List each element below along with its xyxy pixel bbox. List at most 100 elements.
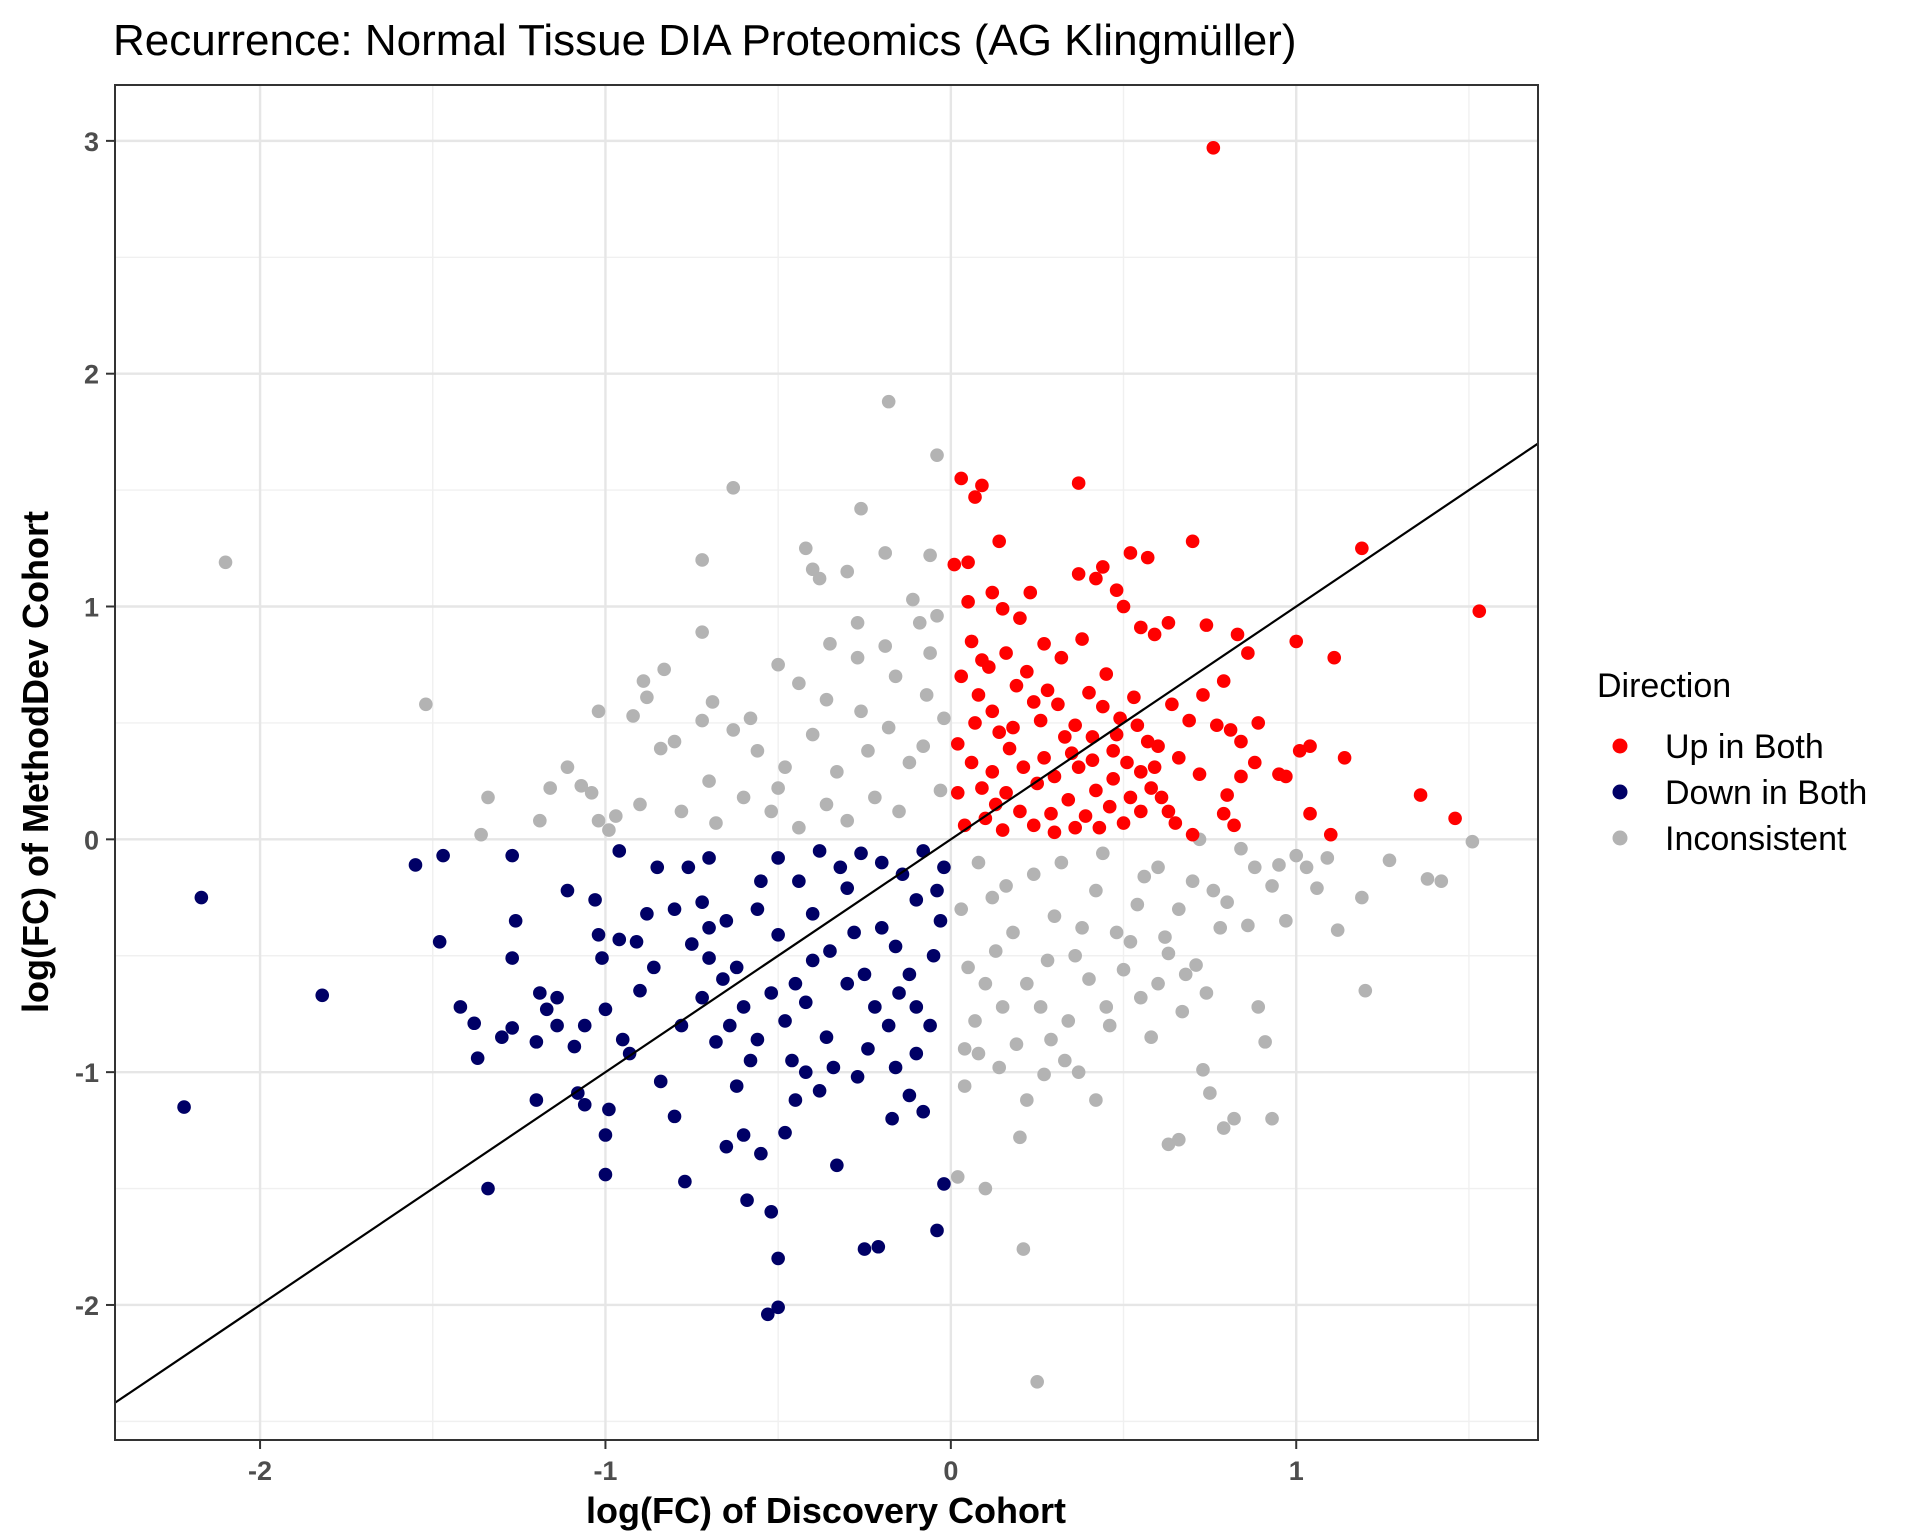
point-inconsistent bbox=[1258, 1035, 1272, 1049]
x-tick-label: -1 bbox=[593, 1456, 617, 1486]
y-tick-label: 0 bbox=[84, 825, 99, 855]
point-inconsistent bbox=[854, 704, 868, 719]
point-inconsistent bbox=[912, 616, 927, 630]
point-inconsistent bbox=[985, 890, 1000, 905]
point-up-in-both bbox=[1082, 685, 1096, 700]
point-inconsistent bbox=[1220, 895, 1234, 909]
point-up-in-both bbox=[1199, 618, 1214, 632]
point-inconsistent bbox=[1061, 1014, 1076, 1028]
point-down-in-both bbox=[874, 855, 889, 870]
point-inconsistent bbox=[1151, 860, 1165, 875]
point-inconsistent bbox=[792, 820, 806, 835]
point-up-in-both bbox=[1223, 723, 1238, 737]
point-up-in-both bbox=[1106, 771, 1120, 786]
point-inconsistent bbox=[653, 741, 668, 756]
y-axis-title: log(FC) of MethodDev Cohort bbox=[15, 511, 56, 1013]
point-up-in-both bbox=[954, 669, 969, 684]
point-inconsistent bbox=[481, 790, 495, 805]
point-down-in-both bbox=[785, 1053, 799, 1068]
point-inconsistent bbox=[1089, 1093, 1103, 1107]
point-down-in-both bbox=[719, 1139, 734, 1154]
point-inconsistent bbox=[1299, 860, 1314, 875]
point-inconsistent bbox=[957, 1042, 972, 1056]
point-inconsistent bbox=[1320, 851, 1335, 865]
point-inconsistent bbox=[1144, 1030, 1158, 1045]
data-points bbox=[177, 141, 1487, 1389]
point-inconsistent bbox=[705, 695, 720, 709]
point-up-in-both bbox=[1116, 816, 1131, 830]
point-up-in-both bbox=[1220, 788, 1234, 802]
point-down-in-both bbox=[933, 914, 948, 928]
point-down-in-both bbox=[481, 1181, 495, 1196]
point-up-in-both bbox=[1165, 697, 1179, 712]
point-up-in-both bbox=[1013, 611, 1027, 625]
point-inconsistent bbox=[1355, 890, 1369, 905]
point-inconsistent bbox=[995, 1000, 1010, 1014]
point-inconsistent bbox=[840, 564, 855, 579]
point-up-in-both bbox=[1099, 667, 1114, 681]
point-inconsistent bbox=[961, 960, 975, 975]
point-inconsistent bbox=[695, 553, 709, 567]
point-up-in-both bbox=[985, 765, 1000, 779]
point-up-in-both bbox=[1151, 739, 1165, 754]
point-inconsistent bbox=[819, 692, 834, 707]
point-up-in-both bbox=[1089, 571, 1103, 586]
point-down-in-both bbox=[709, 1035, 723, 1049]
point-up-in-both bbox=[971, 688, 986, 702]
point-inconsistent bbox=[1171, 902, 1186, 916]
point-down-in-both bbox=[840, 881, 855, 896]
point-inconsistent bbox=[957, 1079, 972, 1093]
point-up-in-both bbox=[1040, 683, 1055, 698]
point-up-in-both bbox=[1026, 818, 1041, 833]
point-inconsistent bbox=[823, 636, 837, 651]
point-up-in-both bbox=[1037, 751, 1051, 765]
point-up-in-both bbox=[1009, 678, 1024, 693]
point-down-in-both bbox=[930, 1223, 944, 1238]
minor-gridlines bbox=[115, 85, 1538, 1440]
legend-entries: Up in Both Down in Both Inconsistent bbox=[1612, 728, 1867, 858]
point-inconsistent bbox=[1137, 869, 1152, 884]
point-up-in-both bbox=[1071, 760, 1086, 774]
point-inconsistent bbox=[1227, 1111, 1241, 1126]
point-inconsistent bbox=[930, 448, 944, 462]
point-down-in-both bbox=[736, 1128, 751, 1142]
point-up-in-both bbox=[1016, 760, 1031, 774]
point-up-in-both bbox=[954, 471, 969, 486]
point-up-in-both bbox=[1185, 534, 1200, 549]
point-inconsistent bbox=[771, 781, 785, 795]
point-up-in-both bbox=[1234, 734, 1248, 749]
point-up-in-both bbox=[1216, 674, 1231, 688]
point-inconsistent bbox=[937, 711, 951, 726]
point-down-in-both bbox=[495, 1030, 509, 1045]
point-down-in-both bbox=[826, 1060, 841, 1075]
point-inconsistent bbox=[750, 744, 765, 758]
point-inconsistent bbox=[850, 616, 865, 630]
point-up-in-both bbox=[1120, 755, 1134, 770]
point-inconsistent bbox=[978, 976, 993, 991]
point-inconsistent bbox=[971, 855, 986, 870]
point-inconsistent bbox=[1151, 976, 1165, 991]
point-down-in-both bbox=[695, 895, 709, 909]
identity-reference-line bbox=[114, 442, 1539, 1404]
point-up-in-both bbox=[964, 755, 979, 770]
point-down-in-both bbox=[653, 1074, 668, 1089]
point-up-in-both bbox=[1020, 664, 1034, 679]
point-down-in-both bbox=[719, 914, 734, 928]
point-up-in-both bbox=[1096, 560, 1110, 574]
point-down-in-both bbox=[805, 907, 820, 921]
point-down-in-both bbox=[771, 851, 785, 865]
point-inconsistent bbox=[1158, 930, 1172, 944]
point-up-in-both bbox=[1127, 690, 1141, 705]
point-inconsistent bbox=[1247, 860, 1262, 875]
major-gridlines bbox=[115, 85, 1538, 1440]
point-up-in-both bbox=[1323, 827, 1338, 842]
point-up-in-both bbox=[1154, 790, 1169, 805]
point-inconsistent bbox=[1189, 958, 1203, 972]
point-up-in-both bbox=[1241, 646, 1255, 660]
point-down-in-both bbox=[539, 1002, 554, 1017]
point-down-in-both bbox=[467, 1016, 482, 1031]
point-up-in-both bbox=[1337, 751, 1352, 765]
y-tick-label: -1 bbox=[75, 1058, 99, 1088]
point-up-in-both bbox=[1002, 741, 1017, 756]
